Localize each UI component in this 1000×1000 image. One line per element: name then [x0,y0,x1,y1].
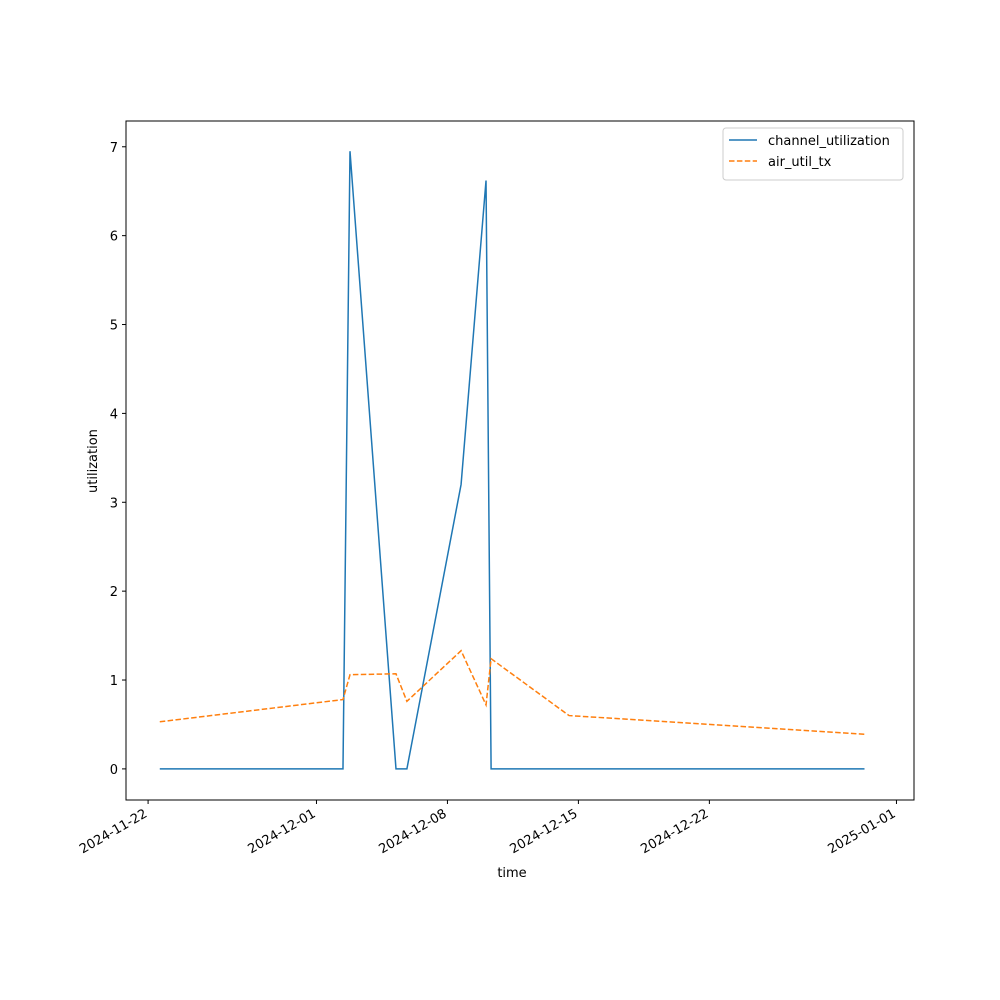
y-axis-label: utilization [86,429,101,493]
line-series [159,649,865,735]
y-tick-label: 3 [110,496,118,511]
y-tick-label: 6 [110,230,118,245]
y-tick-label: 2 [110,585,118,600]
legend-label: channel_utilization [768,134,890,149]
legend-label: air_util_tx [768,155,832,170]
y-tick-label: 0 [110,763,118,778]
x-axis-label: time [497,866,526,881]
y-tick-label: 5 [110,319,118,334]
legend-box [722,127,904,181]
line-series [159,151,865,770]
y-tick-label: 4 [110,407,118,422]
legend: channel_utilization air_util_tx [722,127,904,181]
plot-frame [125,120,915,801]
y-tick-label: 1 [110,674,118,689]
y-tick-label: 7 [110,141,118,156]
